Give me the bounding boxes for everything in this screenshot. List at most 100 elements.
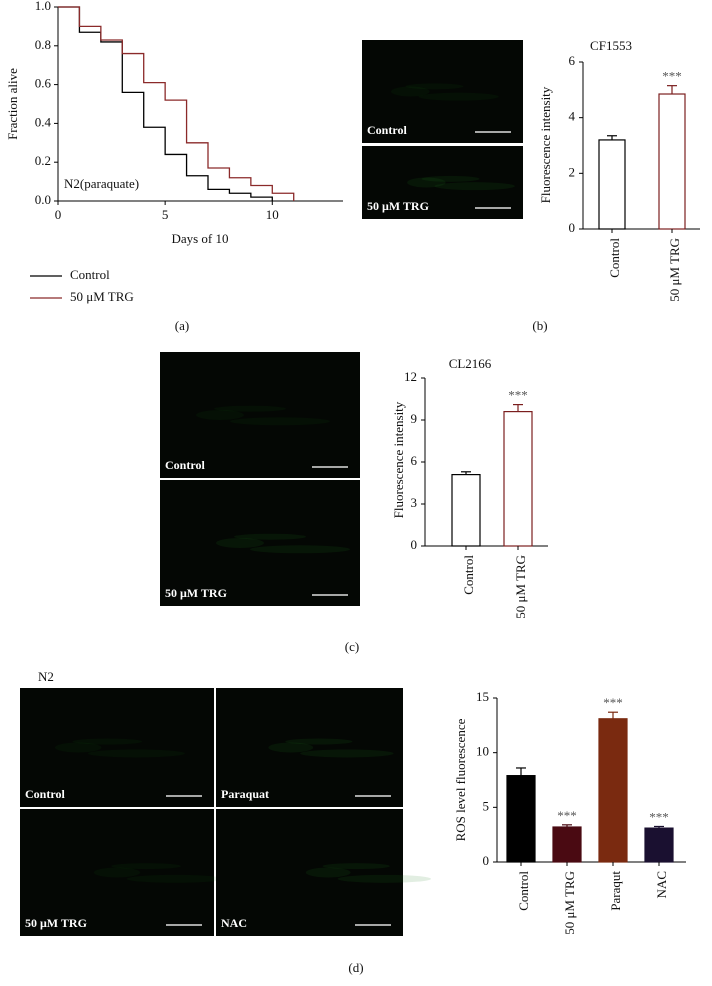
y-tick-label: 10 [476,744,489,759]
bar [552,826,582,863]
y-tick-label: 6 [411,453,418,468]
x-tick-label: 50 μM TRG [513,555,528,619]
fluorescence [418,92,499,101]
x-tick-label: 5 [162,207,169,222]
y-tick-label: 6 [569,53,576,68]
micrograph [20,809,214,936]
micrograph [216,809,403,936]
fluorescence [305,867,351,878]
fluorescence [196,410,244,420]
fluorescence [234,533,306,540]
y-tick-label: 2 [569,164,576,179]
y-axis-label: Fluorescence intensity [538,86,553,203]
y-tick-label: 4 [569,109,576,124]
fluorescence [250,545,350,554]
x-tick-label: 50 μM TRG [562,871,577,935]
x-tick-label: Control [516,871,531,911]
bar [506,775,536,863]
bar [598,139,626,230]
micrograph [20,688,214,807]
fluorescence [407,177,446,188]
fluorescence [285,738,353,745]
x-tick-label: Control [461,555,476,595]
y-tick-label: 9 [411,411,418,426]
y-tick-label: 0 [483,853,490,868]
panel-label: (b) [532,318,547,333]
fluorescence [268,742,314,753]
fluorescence [93,867,141,878]
x-tick-label: Control [607,238,622,278]
significance: *** [508,388,528,403]
y-tick-label: 0.2 [35,153,51,168]
legend-label: Control [70,267,110,282]
x-tick-label: 10 [266,207,279,222]
image-label: Control [165,458,205,472]
y-axis-label: Fraction alive [5,68,20,140]
y-tick-label: 0.8 [35,37,51,52]
x-tick-label: 50 μM TRG [667,238,682,302]
bar [503,411,533,547]
survival-line [58,6,273,201]
micrograph [160,352,360,478]
fluorescence [390,86,430,97]
image-label: Control [25,787,65,801]
x-tick-label: 0 [55,207,62,222]
panel-label: (c) [345,639,359,654]
y-tick-label: 0.4 [35,114,52,129]
micrograph [362,40,523,143]
y-tick-label: 0 [569,220,576,235]
micrograph [160,480,360,606]
bar [451,474,481,547]
fluorescence [126,874,224,883]
significance: *** [603,695,623,710]
significance: *** [662,69,682,84]
x-tick-label: NAC [654,871,669,898]
fluorescence [214,405,286,412]
fluorescence [421,175,480,182]
bar [658,93,686,230]
y-tick-label: 5 [483,798,490,813]
fluorescence [300,749,394,758]
micrograph [216,688,403,807]
image-label: 50 μM TRG [367,199,429,213]
fluorescence [322,863,390,870]
y-tick-label: 3 [411,495,418,510]
fluorescence [337,874,432,883]
significance: *** [557,808,577,823]
y-tick-label: 1.0 [35,0,51,13]
image-label: Paraquat [221,787,269,801]
significance: *** [649,809,669,824]
panel-label: (a) [175,318,189,333]
image-label: 50 μM TRG [165,586,227,600]
fluorescence [111,863,182,870]
bar [644,827,674,863]
y-tick-label: 0.0 [35,192,51,207]
fluorescence [230,417,330,426]
chart-title: CF1553 [590,38,632,53]
y-axis-label: Fluorescence intensity [391,401,406,518]
fluorescence [216,538,264,548]
chart-title: CL2166 [449,356,492,371]
legend-label: 50 μM TRG [70,289,134,304]
image-label: Control [367,123,407,137]
y-tick-label: 12 [404,369,417,384]
fluorescence [72,738,143,745]
fluorescence [87,749,185,758]
fluorescence [54,742,102,753]
panel-label: (d) [348,960,363,975]
annotation: N2(paraquate) [64,176,139,191]
micrograph [362,146,523,219]
image-label: NAC [221,916,247,930]
fluorescence [434,182,515,191]
y-axis-label: ROS level fluorescence [453,718,468,841]
bar [598,718,628,863]
y-tick-label: 15 [476,689,489,704]
image-title: N2 [38,669,54,684]
y-tick-label: 0.6 [35,76,52,91]
image-label: 50 μM TRG [25,916,87,930]
y-tick-label: 0 [411,537,418,552]
x-axis-label: Days of 10 [171,231,228,246]
survival-line [58,6,295,201]
x-tick-label: Paraqut [608,871,623,911]
